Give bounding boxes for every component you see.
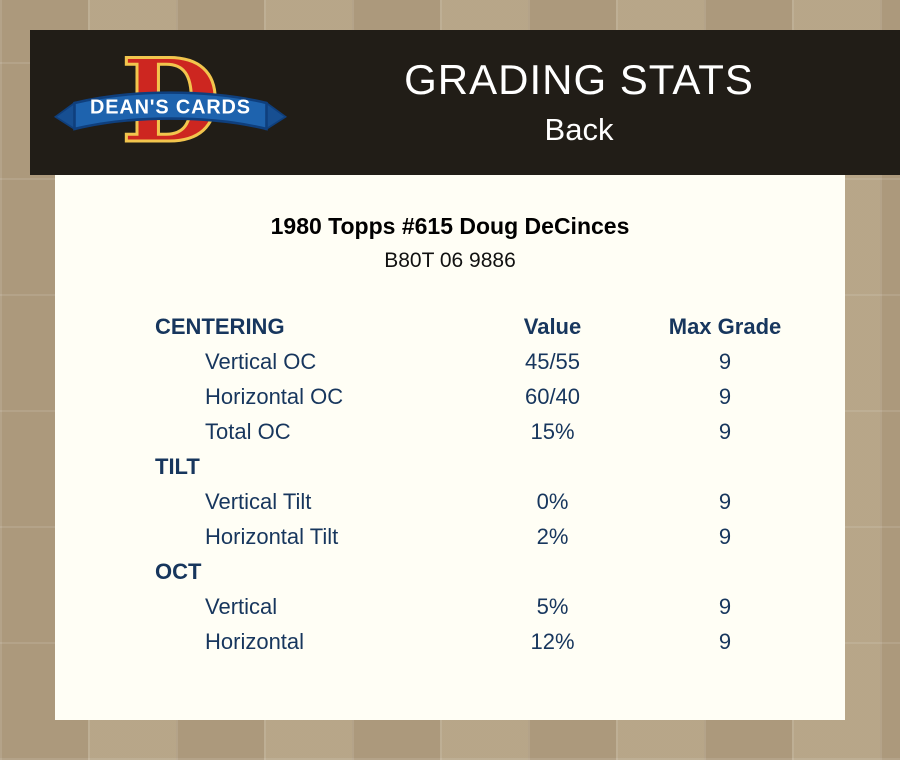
grading-table: CENTERING Value Max Grade Vertical OC 45… — [155, 309, 845, 659]
row-value: 2% — [536, 523, 569, 549]
table-row: Vertical Tilt 0% 9 — [155, 484, 845, 519]
logo-ribbon-text: DEAN'S CARDS — [90, 96, 251, 118]
row-value: 0% — [536, 488, 569, 514]
table-section-row: OCT — [155, 554, 845, 589]
content-panel: 1980 Topps #615 Doug DeCinces B80T 06 98… — [55, 175, 845, 720]
card-code: B80T 06 9886 — [384, 249, 516, 272]
row-max-grade: 9 — [718, 418, 732, 444]
section-label-centering: CENTERING — [155, 313, 285, 339]
row-value: 5% — [536, 593, 569, 619]
row-max-grade: 9 — [718, 523, 732, 549]
table-row: Horizontal Tilt 2% 9 — [155, 519, 845, 554]
row-label: Horizontal OC — [205, 383, 344, 409]
row-max-grade: 9 — [718, 348, 732, 374]
row-max-grade: 9 — [718, 628, 732, 654]
row-label: Vertical — [205, 593, 278, 619]
row-label: Vertical Tilt — [205, 488, 312, 514]
row-max-grade: 9 — [718, 383, 732, 409]
row-value: 15% — [530, 418, 575, 444]
page-title: GRADING STATS — [404, 56, 754, 104]
card-title: 1980 Topps #615 Doug DeCinces — [270, 213, 630, 239]
table-row: Vertical 5% 9 — [155, 589, 845, 624]
table-row: Vertical OC 45/55 9 — [155, 344, 845, 379]
row-max-grade: 9 — [718, 488, 732, 514]
section-label-oct: OCT — [155, 558, 202, 584]
column-header-value: Value — [523, 313, 582, 339]
table-row: Horizontal 12% 9 — [155, 624, 845, 659]
header-bar: D DEAN'S CARDS GRADING STATS Back — [30, 30, 900, 175]
row-label: Total OC — [205, 418, 291, 444]
row-label: Vertical OC — [205, 348, 317, 374]
row-value: 60/40 — [524, 383, 581, 409]
card-side-label: Back — [544, 111, 614, 147]
section-label-tilt: TILT — [155, 453, 200, 479]
header-titles: GRADING STATS Back — [310, 57, 900, 147]
column-header-max-grade: Max Grade — [668, 313, 782, 339]
ribbon-tail-right — [265, 100, 287, 131]
ribbon-tail-left — [53, 100, 75, 131]
logo-ribbon — [72, 90, 268, 131]
deans-cards-logo-graphic: D DEAN'S CARDS — [53, 39, 287, 167]
table-section-row: TILT — [155, 449, 845, 484]
row-max-grade: 9 — [718, 593, 732, 619]
table-row: Horizontal OC 60/40 9 — [155, 379, 845, 414]
table-row: Total OC 15% 9 — [155, 414, 845, 449]
row-value: 12% — [530, 628, 575, 654]
deans-cards-logo: D DEAN'S CARDS — [30, 39, 310, 167]
row-label: Horizontal — [205, 628, 305, 654]
table-header-row: CENTERING Value Max Grade — [155, 309, 845, 344]
row-label: Horizontal Tilt — [205, 523, 339, 549]
row-value: 45/55 — [524, 348, 581, 374]
